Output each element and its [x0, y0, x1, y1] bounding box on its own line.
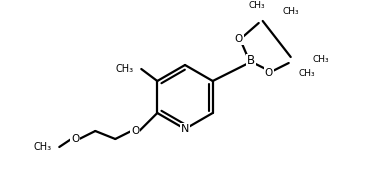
Text: N: N [181, 124, 189, 134]
Text: O: O [235, 34, 243, 44]
Text: O: O [265, 68, 273, 78]
Text: O: O [71, 134, 79, 144]
Text: B: B [247, 55, 255, 68]
Text: CH₃: CH₃ [248, 1, 265, 10]
Text: CH₃: CH₃ [283, 6, 300, 15]
Text: CH₃: CH₃ [33, 142, 51, 152]
Text: CH₃: CH₃ [115, 64, 133, 74]
Text: CH₃: CH₃ [299, 69, 315, 78]
Text: O: O [131, 126, 139, 136]
Text: CH₃: CH₃ [313, 55, 329, 64]
